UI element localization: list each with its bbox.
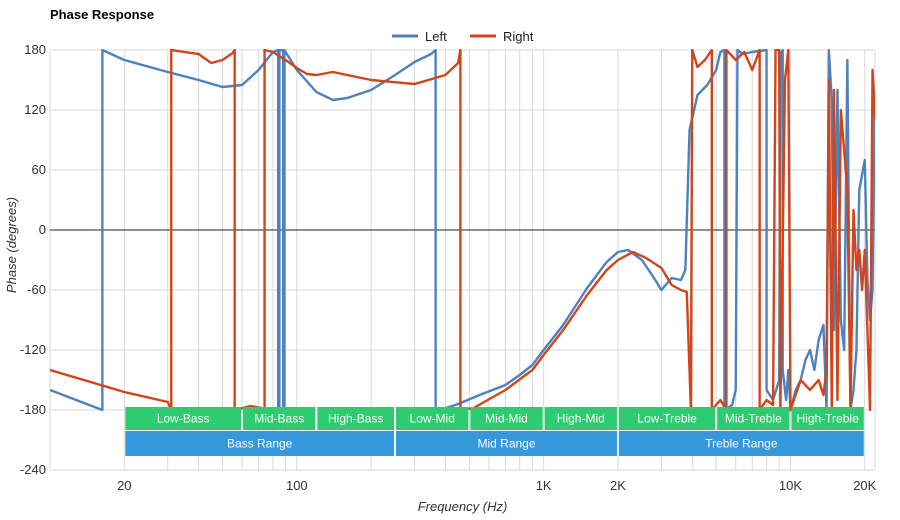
band-high-treble [791,407,864,430]
band-mid-bass [243,407,316,430]
band-high-bass [317,407,395,430]
band-mid-mid [470,407,543,430]
series-line-right [50,49,875,412]
y-tick-label: 60 [32,162,46,177]
x-tick-label: 2K [610,478,626,493]
y-tick-label: 180 [24,42,46,57]
x-axis-label: Frequency (Hz) [418,499,508,514]
x-tick-label: 10K [779,478,802,493]
x-tick-label: 20K [853,478,876,493]
y-axis-label: Phase (degrees) [4,197,19,293]
band-label-bass-range: Bass Range [227,437,293,451]
band-label-mid-mid: Mid-Mid [485,412,528,426]
band-label-low-bass: Low-Bass [157,412,210,426]
band-label-mid-treble: Mid-Treble [725,412,782,426]
band-label-mid-bass: Mid-Bass [254,412,304,426]
y-tick-labels: 180 120 60 0 -60 -120 -180 -240 [20,42,46,477]
band-label-low-mid: Low-Mid [410,412,455,426]
x-tick-label: 20 [117,478,131,493]
legend-label-left: Left [425,29,447,44]
x-tick-label: 100 [286,478,308,493]
band-mid-range [396,431,617,456]
band-label-high-treble: High-Treble [797,412,860,426]
y-tick-label: -120 [20,342,46,357]
band-label-treble-range: Treble Range [705,437,778,451]
band-low-treble [618,407,716,430]
band-high-mid [544,407,617,430]
band-label-mid-range: Mid Range [477,437,535,451]
legend: Left Right [392,29,534,44]
x-tick-label: 1K [536,478,552,493]
band-label-low-treble: Low-Treble [637,412,697,426]
band-label-high-mid: High-Mid [557,412,605,426]
y-tick-label: 120 [24,102,46,117]
y-tick-label: -180 [20,402,46,417]
band-treble-range [618,431,864,456]
chart-title: Phase Response [50,7,154,22]
band-mid-treble [717,407,790,430]
band-low-mid [396,407,469,430]
band-bass-range [125,431,395,456]
x-tick-labels: 20 100 1K 2K 10K 20K [117,478,877,493]
band-low-bass [125,407,242,430]
y-tick-label: -60 [27,282,46,297]
y-tick-label: -240 [20,462,46,477]
legend-label-right: Right [503,29,534,44]
band-label-high-bass: High-Bass [328,412,383,426]
y-tick-label: 0 [39,222,46,237]
frequency-bands: Low-Bass Mid-Bass High-Bass Low-Mid Mid-Mid H… [125,407,864,456]
